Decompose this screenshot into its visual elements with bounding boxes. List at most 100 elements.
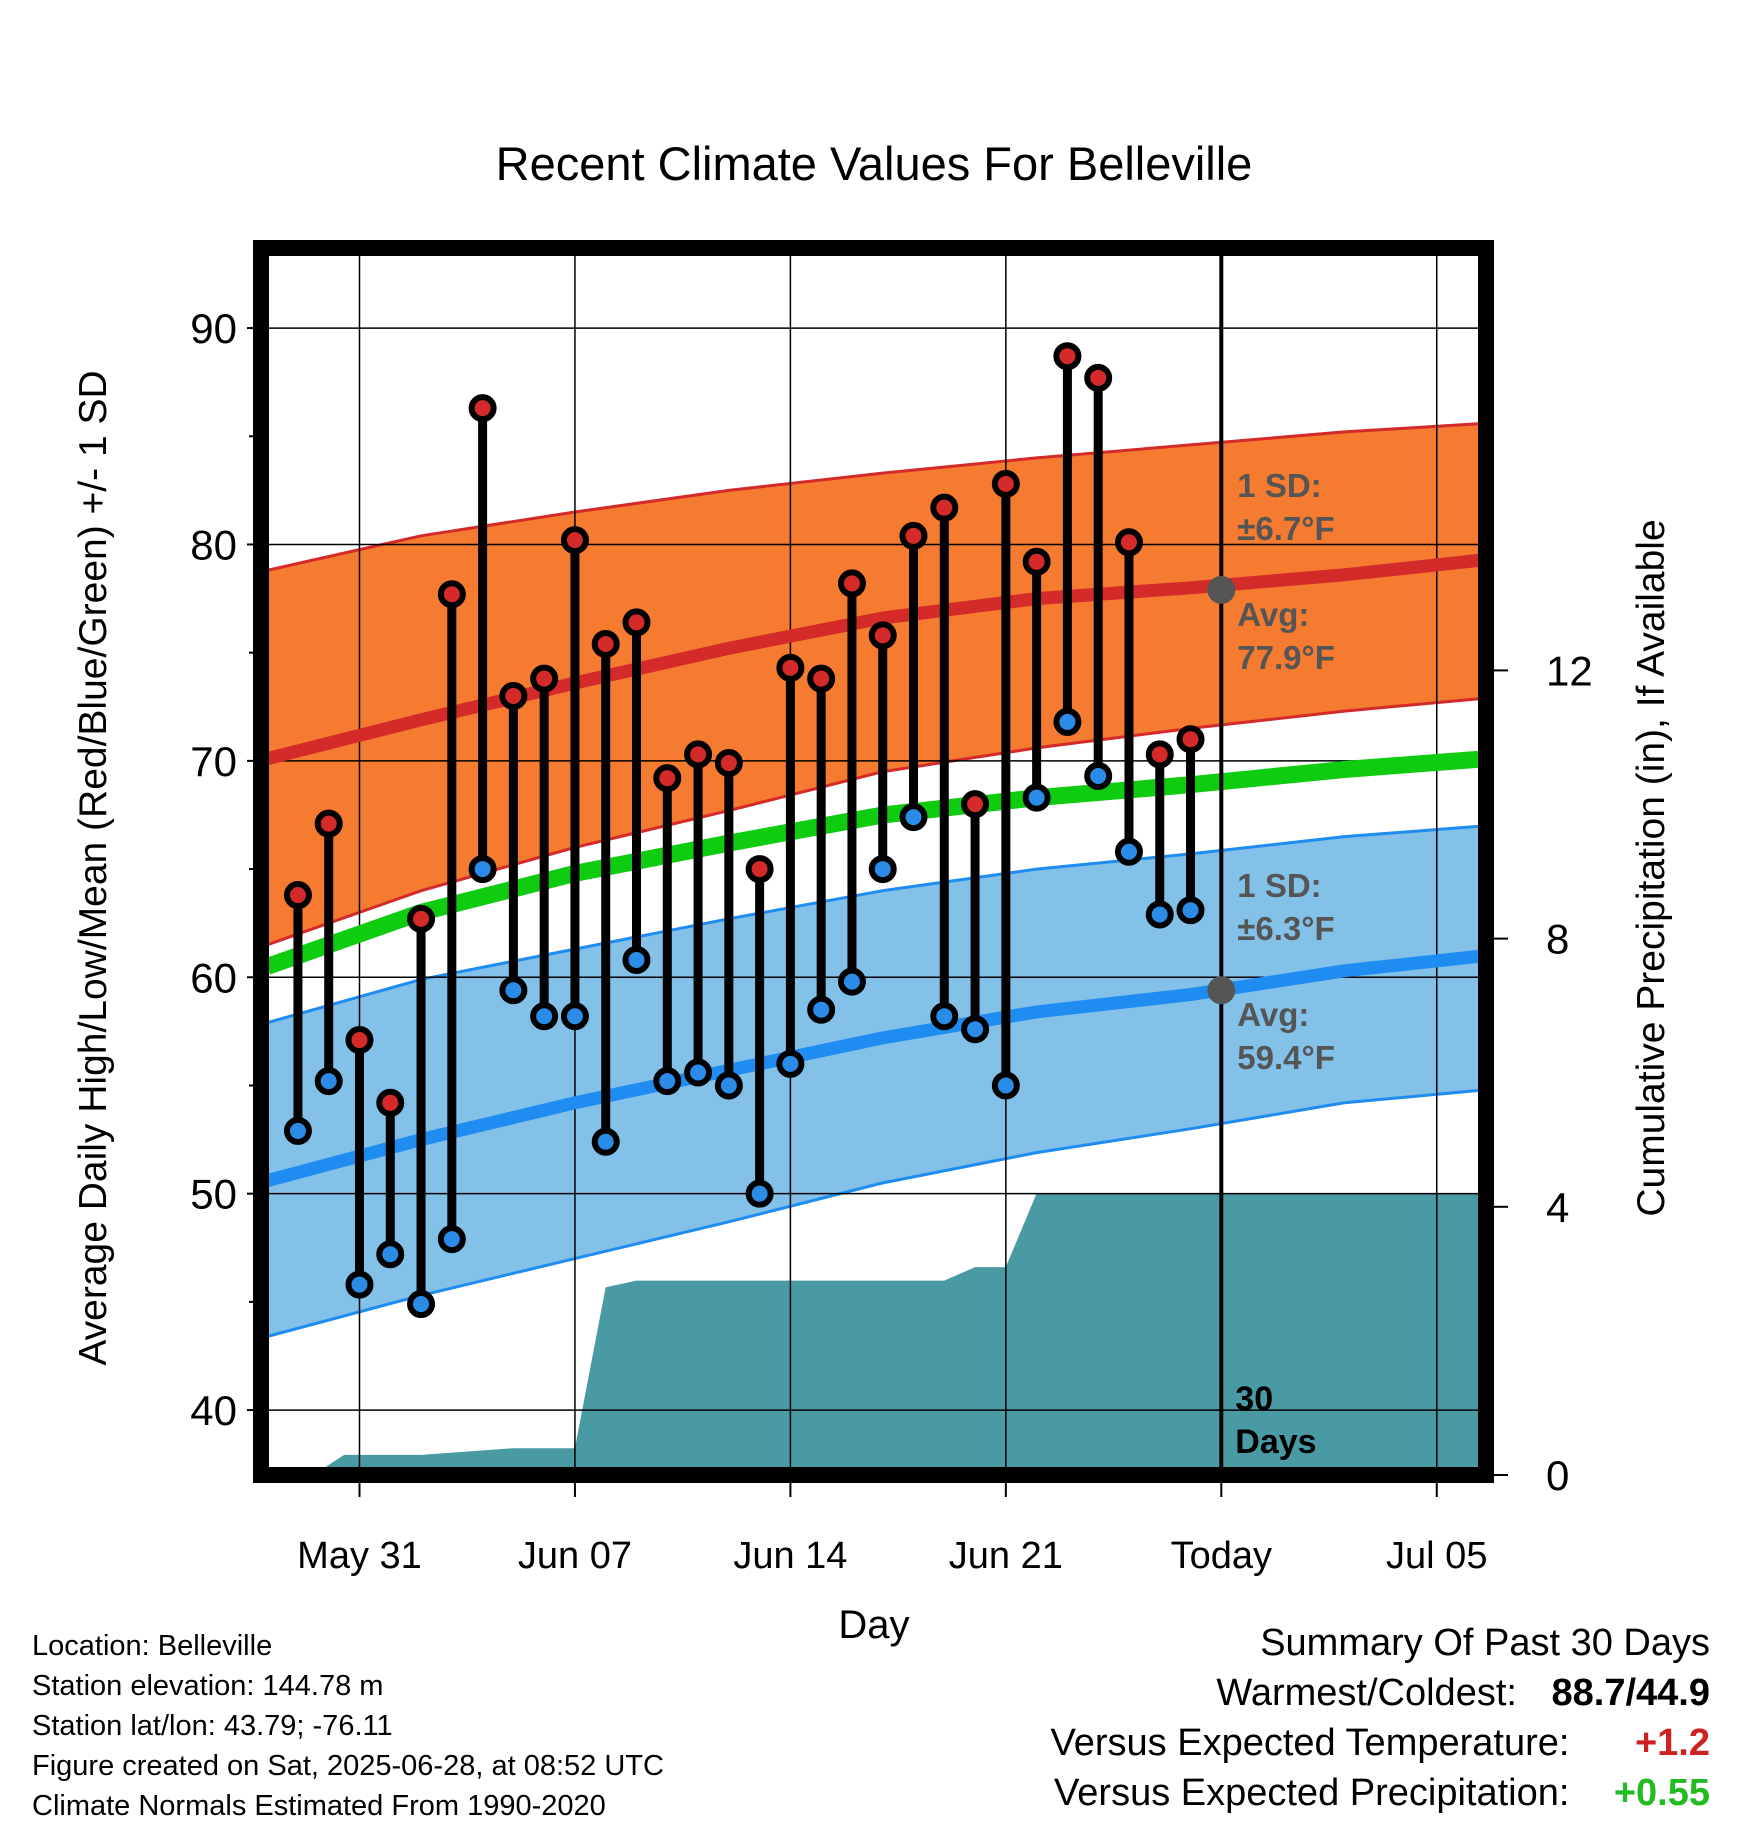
daily-low-point [991,1071,1020,1100]
warmest-coldest-label: Warmest/Coldest: [1216,1672,1517,1714]
daily-high-point [499,681,528,710]
daily-low-point [899,803,928,832]
daily-range [468,394,497,884]
x-tick-label: Jun 14 [733,1535,847,1577]
daily-low-point [776,1049,805,1078]
daily-range [560,526,589,1031]
created-text: Figure created on Sat, 2025-06-28, at 08… [32,1750,664,1782]
daily-range [622,608,651,974]
annotations: 1 SD: ±6.7°F Avg: 77.9°F 1 SD: ±6.3°F Avg: 59.4… [1207,467,1335,1461]
daily-high-point [1145,740,1174,769]
x-tick-label: Jun 21 [949,1535,1063,1577]
high-avg-value: 77.9°F [1237,639,1335,676]
high-upper-edge [266,421,1486,572]
daily-range [991,469,1020,1100]
daily-high-point [1053,342,1082,371]
daily-low-point [1176,896,1205,925]
temperature-departure-value: +1.2 [1634,1722,1710,1764]
daily-range [345,1026,374,1299]
daily-high-point [961,790,990,819]
daily-high-point [560,526,589,555]
daily-range [1084,363,1113,791]
daily-high-point [837,569,866,598]
daily-high-point [745,855,774,884]
high-average-today-marker [1207,575,1236,604]
daily-low-point [560,1002,589,1031]
daily-range [714,749,743,1100]
precipitation-area [261,1193,1486,1475]
daily-high-point [899,521,928,550]
high-avg-label: Avg: [1237,596,1309,633]
daily-low-point [530,1002,559,1031]
daily-low-point [930,1002,959,1031]
y-tick-label: 40 [190,1387,237,1434]
daily-high-point [530,664,559,693]
daily-low-point [407,1290,436,1319]
plot-frame [253,240,1494,1483]
daily-high-point [776,653,805,682]
axes: 40 50 60 70 80 90 0 4 8 12 May 31 Jun 07 Jun 14 Jun 2… [190,305,1592,1577]
latlon-text: Station lat/lon: 43.79; -76.11 [32,1710,393,1742]
daily-low-point [1022,783,1051,812]
daily-range [591,630,620,1156]
daily-low-point [622,945,651,974]
warmest-coldest-value: 88.7/44.9 [1551,1672,1710,1714]
days-count-label: 30 [1235,1380,1273,1418]
daily-low-point [653,1067,682,1096]
precipitation-departure-label: Versus Expected Precipitation: [1054,1772,1570,1814]
normals-text: Climate Normals Estimated From 1990-2020 [32,1790,606,1822]
daily-low-point [1145,900,1174,929]
temperature-departure-label: Versus Expected Temperature: [1050,1722,1570,1764]
daily-range [776,653,805,1078]
y2-tick-label: 8 [1546,916,1569,963]
y-tick-label: 80 [190,521,237,568]
daily-high-point [1114,528,1143,557]
daily-range [1176,725,1205,925]
low-upper-edge [266,824,1486,1025]
daily-low-point [684,1058,713,1087]
high-sd-value: ±6.7°F [1237,510,1334,547]
daily-range [283,881,312,1145]
days-word-label: Days [1235,1423,1316,1461]
cumulative-precipitation [261,1193,1486,1475]
y-tick-label: 70 [190,738,237,785]
daily-range [314,809,343,1096]
precipitation-departure-value: +0.55 [1613,1772,1710,1814]
daily-low-point [314,1067,343,1096]
daily-low-point [345,1270,374,1299]
daily-high-point [591,630,620,659]
daily-range [745,855,774,1208]
daily-high-point [407,904,436,933]
y-tick-label: 60 [190,954,237,1001]
daily-high-point [807,664,836,693]
low-lower-edge [266,1088,1486,1338]
daily-low-point [807,995,836,1024]
daily-low-point [961,1015,990,1044]
daily-range [499,681,528,1005]
daily-observations [283,342,1205,1319]
location-text: Location: Belleville [32,1630,273,1662]
x-tick-label: Jul 05 [1386,1535,1487,1577]
daily-range [1053,342,1082,736]
low-average-today-marker [1207,976,1236,1005]
daily-high-point [622,608,651,637]
daily-low-point [499,976,528,1005]
daily-low-point [1114,837,1143,866]
daily-range [807,664,836,1024]
plot-border [253,240,1494,1483]
daily-high-point [314,809,343,838]
daily-range [530,664,559,1031]
low-sd-label: 1 SD: [1237,867,1321,904]
y-tick-label: 50 [190,1171,237,1218]
daily-high-point [345,1026,374,1055]
low-average-line [265,949,1486,1187]
daily-high-point [468,394,497,423]
x-tick-label: Jun 07 [518,1535,632,1577]
low-avg-label: Avg: [1237,996,1309,1033]
daily-high-point [930,493,959,522]
daily-low-point [837,967,866,996]
daily-range [684,740,713,1087]
low-avg-value: 59.4°F [1237,1039,1335,1076]
daily-low-point [376,1240,405,1269]
